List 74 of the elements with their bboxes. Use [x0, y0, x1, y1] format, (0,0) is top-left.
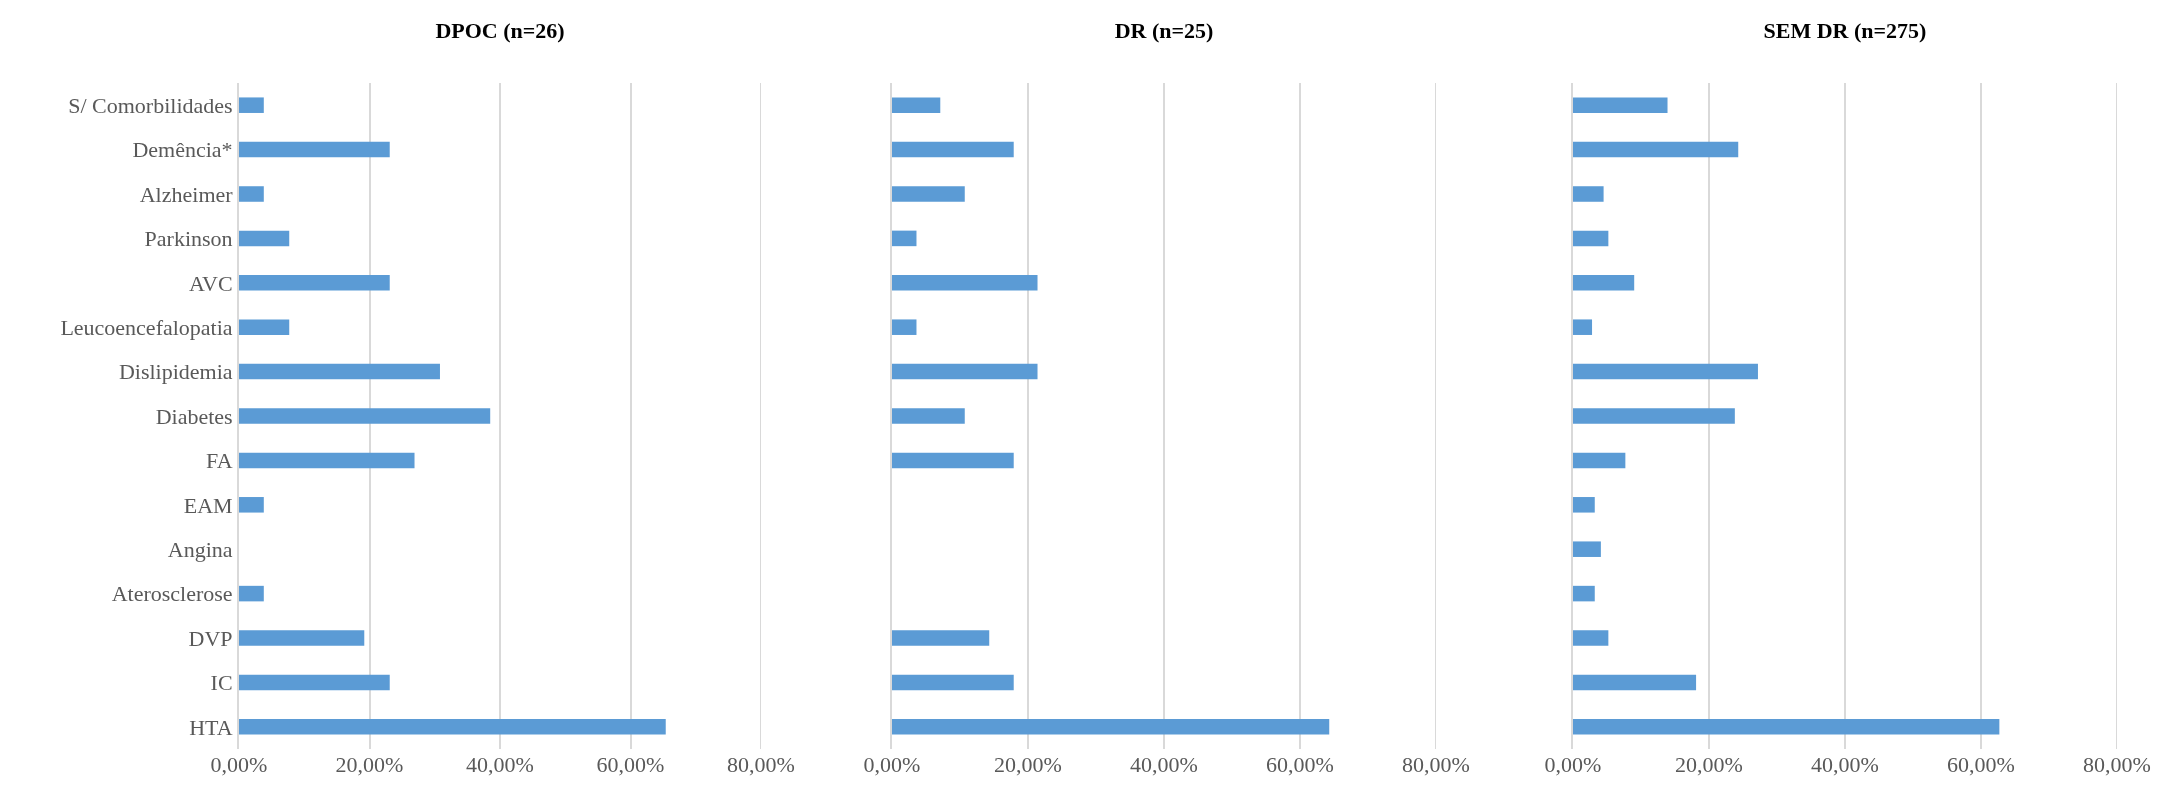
bar: [1573, 230, 1609, 247]
x-tick-label: 20,00%: [1675, 752, 1743, 777]
x-tick-label: 20,00%: [335, 752, 404, 777]
y-tick-label: Aterosclerose: [111, 581, 233, 607]
bar: [1573, 719, 2000, 735]
bar: [1573, 497, 1595, 513]
bar: [1573, 585, 1595, 602]
y-tick-label: HTA: [189, 714, 233, 740]
bar: [892, 452, 1014, 469]
y-tick-label: Diabetes: [155, 403, 233, 429]
bar: [239, 630, 365, 646]
y-tick-label: DVP: [188, 625, 233, 651]
bar: [239, 186, 264, 202]
bar: [239, 141, 390, 158]
bar: [1573, 186, 1604, 202]
y-tick-label: IC: [210, 670, 233, 696]
bar: [239, 275, 390, 291]
y-tick-label: Parkinson: [144, 226, 233, 252]
bar: [892, 719, 1330, 735]
bar: [892, 275, 1038, 291]
bar: [239, 319, 290, 335]
bar: [1573, 541, 1601, 557]
y-tick-label: EAM: [183, 492, 233, 518]
bar: [892, 230, 917, 247]
x-tick-label: 0,00%: [863, 752, 921, 777]
bar: [892, 97, 941, 113]
y-tick-label: AVC: [188, 270, 233, 296]
y-tick-label: Alzheimer: [139, 181, 234, 207]
bar: [892, 141, 1014, 158]
x-tick-label: 20,00%: [994, 752, 1062, 777]
y-tick-label: Demência*: [132, 137, 233, 163]
bar: [1573, 452, 1626, 469]
x-tick-label: 60,00%: [1266, 752, 1334, 777]
bar: [239, 452, 415, 469]
bar: [239, 674, 390, 691]
bar: [239, 497, 264, 513]
bar: [1573, 141, 1739, 158]
bar: [239, 230, 290, 247]
bar: [1573, 363, 1758, 380]
x-tick-label: 40,00%: [466, 752, 534, 777]
x-tick-label: 80,00%: [727, 752, 795, 777]
bar: [239, 97, 264, 113]
bar: [892, 186, 965, 202]
chart-title: DPOC (n=26): [435, 17, 565, 43]
y-tick-label: S/ Comorbilidades: [68, 92, 233, 118]
x-tick-label: 0,00%: [210, 752, 268, 777]
x-tick-label: 40,00%: [1811, 752, 1879, 777]
x-tick-label: 40,00%: [1130, 752, 1198, 777]
bar: [239, 363, 440, 380]
bar: [239, 719, 666, 735]
bar: [239, 408, 491, 424]
y-tick-label: FA: [206, 448, 233, 474]
y-tick-label: Angina: [167, 536, 233, 562]
bar: [1573, 275, 1635, 291]
x-tick-label: 80,00%: [2083, 752, 2151, 777]
bar: [892, 630, 990, 646]
bar: [1573, 319, 1593, 335]
y-tick-label: Leucoencefalopatia: [60, 314, 233, 340]
bar: [1573, 674, 1697, 691]
bar: [1573, 630, 1609, 646]
bar: [892, 674, 1014, 691]
y-tick-label: Dislipidemia: [118, 359, 233, 385]
x-tick-label: 60,00%: [1947, 752, 2015, 777]
x-tick-label: 0,00%: [1544, 752, 1602, 777]
x-tick-label: 60,00%: [596, 752, 665, 777]
bar: [1573, 408, 1735, 424]
bar: [239, 585, 264, 602]
bar: [892, 408, 965, 424]
x-tick-label: 80,00%: [1402, 752, 1470, 777]
chart-title: DR (n=25): [1114, 17, 1214, 43]
bar: [892, 363, 1038, 380]
chart-title: SEM DR (n=275): [1763, 17, 1927, 43]
bar: [892, 319, 917, 335]
bar: [1573, 97, 1668, 113]
